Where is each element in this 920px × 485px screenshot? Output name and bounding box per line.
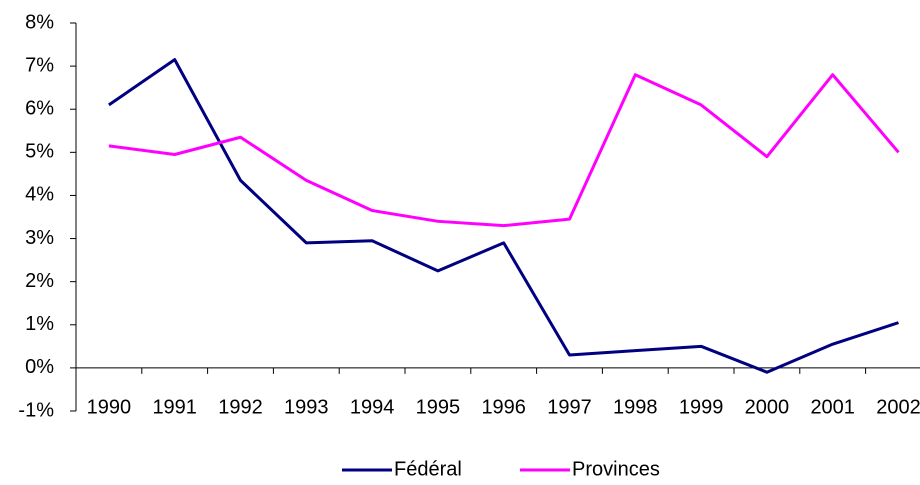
x-tick-label: 1999 <box>679 396 724 418</box>
x-tick-label: 1995 <box>416 396 461 418</box>
x-tick-label: 1997 <box>547 396 592 418</box>
x-tick-label: 1990 <box>87 396 132 418</box>
x-tick-label: 1993 <box>284 396 329 418</box>
legend-label: Fédéral <box>394 458 462 480</box>
x-tick-label: 1998 <box>613 396 658 418</box>
y-tick-label: 5% <box>25 141 54 163</box>
line-series <box>108 58 899 374</box>
x-tick-label: 2002 <box>876 396 920 418</box>
x-tick-label: 2001 <box>810 396 855 418</box>
y-tick-label: 4% <box>25 184 54 206</box>
y-tick-label: 2% <box>25 270 54 292</box>
x-tick-label: 1994 <box>350 396 395 418</box>
y-tick-label: 7% <box>25 54 54 76</box>
legend-label: Provinces <box>572 458 660 480</box>
y-tick-label: 0% <box>25 356 54 378</box>
y-tick-label: 6% <box>25 98 54 120</box>
x-tick-label: 1991 <box>152 396 197 418</box>
y-tick-label: 8% <box>25 11 54 33</box>
line-series <box>108 73 900 228</box>
x-tick-label: 1992 <box>218 396 263 418</box>
y-tick-label: 1% <box>25 313 54 335</box>
x-tick-label: 1996 <box>481 396 526 418</box>
x-tick-label: 2000 <box>745 396 790 418</box>
y-tick-label: 3% <box>25 227 54 249</box>
y-tick-label: -1% <box>18 399 54 421</box>
